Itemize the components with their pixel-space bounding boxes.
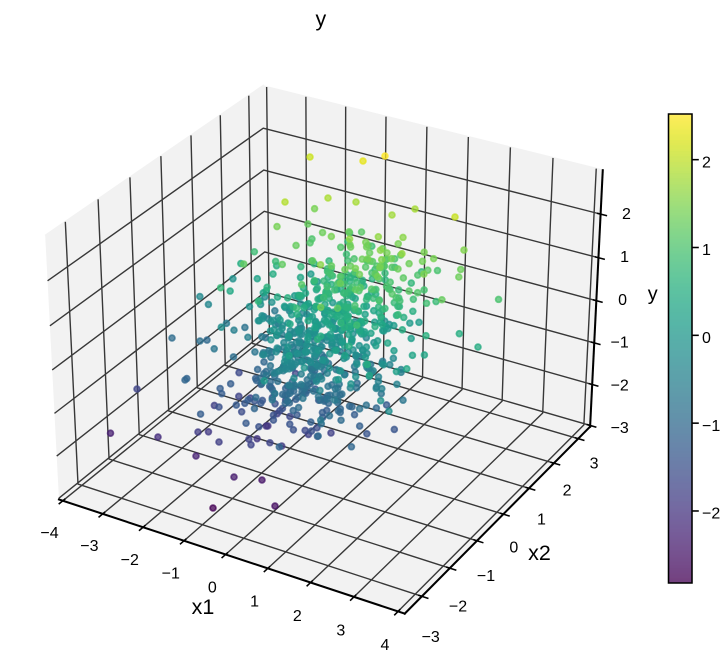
svg-text:−3: −3 bbox=[611, 420, 629, 437]
svg-text:3: 3 bbox=[590, 456, 599, 473]
svg-text:−1: −1 bbox=[611, 335, 629, 352]
svg-text:2: 2 bbox=[293, 608, 302, 625]
svg-text:−3: −3 bbox=[422, 629, 440, 646]
svg-text:4: 4 bbox=[380, 637, 389, 654]
svg-text:−2: −2 bbox=[449, 599, 467, 616]
svg-text:−1: −1 bbox=[162, 565, 180, 582]
svg-text:0: 0 bbox=[208, 579, 217, 596]
svg-text:0: 0 bbox=[618, 292, 627, 309]
svg-text:−1: −1 bbox=[702, 418, 720, 435]
svg-text:1: 1 bbox=[702, 242, 711, 259]
svg-text:1: 1 bbox=[250, 594, 259, 611]
svg-text:2: 2 bbox=[702, 154, 711, 171]
svg-text:1: 1 bbox=[537, 511, 546, 528]
svg-text:y: y bbox=[648, 283, 658, 305]
svg-text:3: 3 bbox=[336, 622, 345, 639]
svg-text:−1: −1 bbox=[477, 568, 495, 585]
svg-text:0: 0 bbox=[702, 330, 711, 347]
svg-text:2: 2 bbox=[622, 206, 631, 223]
svg-text:−2: −2 bbox=[702, 506, 720, 523]
svg-text:−2: −2 bbox=[121, 552, 139, 569]
svg-text:x1: x1 bbox=[192, 595, 215, 619]
svg-text:1: 1 bbox=[620, 249, 629, 266]
svg-text:−4: −4 bbox=[40, 525, 58, 542]
svg-text:x2: x2 bbox=[528, 541, 551, 565]
svg-text:2: 2 bbox=[563, 483, 572, 500]
svg-text:0: 0 bbox=[509, 540, 518, 557]
svg-text:−3: −3 bbox=[80, 538, 98, 555]
svg-text:−2: −2 bbox=[611, 378, 629, 395]
svg-text:y: y bbox=[316, 7, 327, 31]
